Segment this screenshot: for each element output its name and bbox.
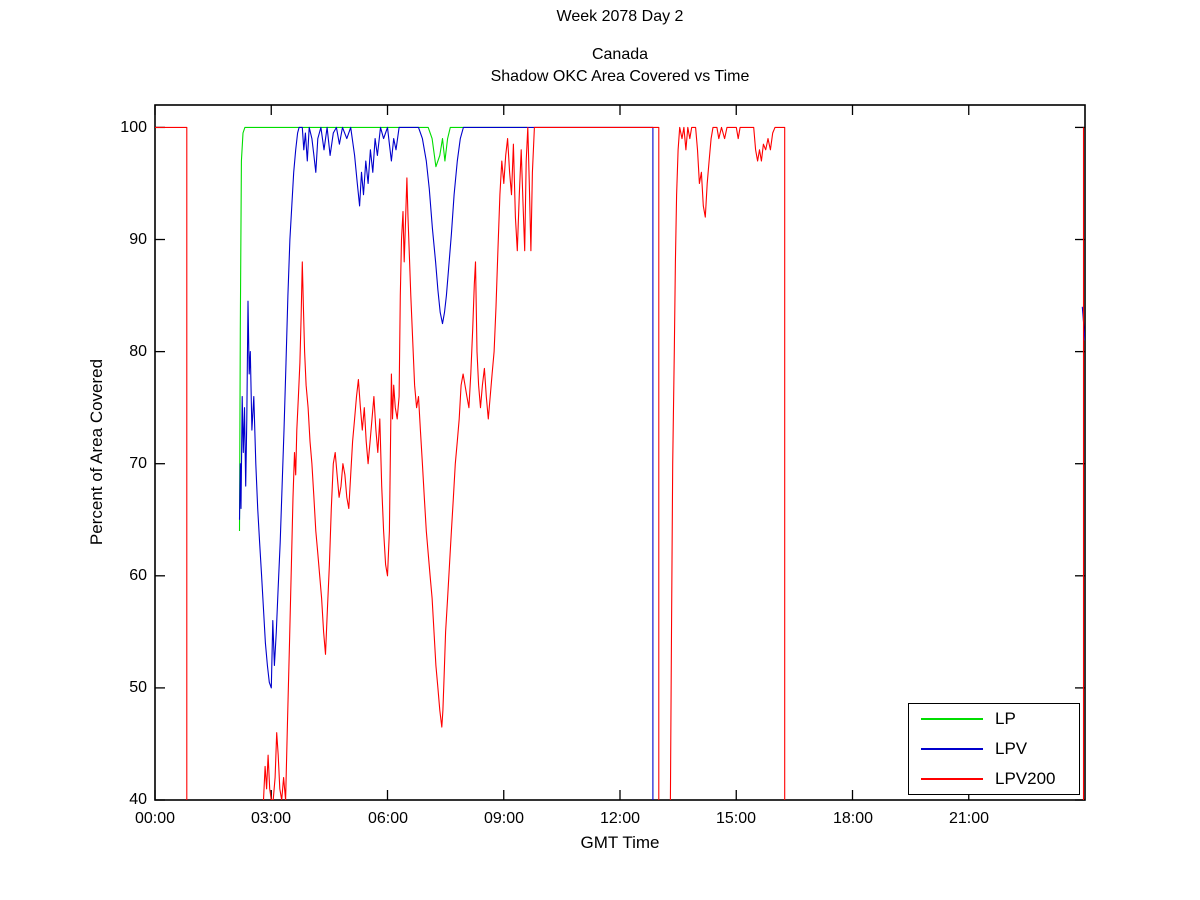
chart-subtitle-line2: Shadow OKC Area Covered vs Time — [490, 68, 750, 85]
legend: LP LPV LPV200 — [908, 703, 1080, 795]
y-tick-label-100: 100 — [120, 119, 147, 136]
lpv200-label: LPV200 — [995, 769, 1056, 788]
y-tick-label-40: 40 — [129, 791, 147, 808]
y-tick-label-60: 60 — [129, 567, 147, 584]
x-tick-label-0900: 09:00 — [483, 810, 525, 827]
lpv-line-sample — [921, 748, 983, 750]
y-tick-label-90: 90 — [129, 231, 147, 248]
lpv-label: LPV — [995, 739, 1028, 758]
x-tick-label-0600: 06:00 — [367, 810, 409, 827]
lpv200-line-sample — [921, 778, 983, 780]
legend-row-lpv: LPV — [909, 739, 1079, 759]
x-tick-label-0300: 03:00 — [250, 810, 292, 827]
x-tick-label-2100: 21:00 — [948, 810, 990, 827]
x-tick-label-1200: 12:00 — [599, 810, 641, 827]
lp-label: LP — [995, 709, 1016, 728]
y-tick-label-70: 70 — [129, 455, 147, 472]
x-axis-label: GMT Time — [580, 833, 660, 852]
lp-line-sample — [921, 718, 983, 720]
x-tick-label-1800: 18:00 — [832, 810, 874, 827]
legend-row-lp: LP — [909, 709, 1079, 729]
chart-subtitle-line1: Canada — [591, 46, 649, 63]
y-tick-label-50: 50 — [129, 679, 147, 696]
chart-title: Week 2078 Day 2 — [556, 8, 684, 25]
y-tick-label-80: 80 — [129, 343, 147, 360]
x-tick-label-1500: 15:00 — [715, 810, 757, 827]
legend-row-lpv200: LPV200 — [909, 769, 1079, 789]
x-tick-label-0000: 00:00 — [134, 810, 176, 827]
y-axis-label: Percent of Area Covered — [87, 358, 106, 546]
